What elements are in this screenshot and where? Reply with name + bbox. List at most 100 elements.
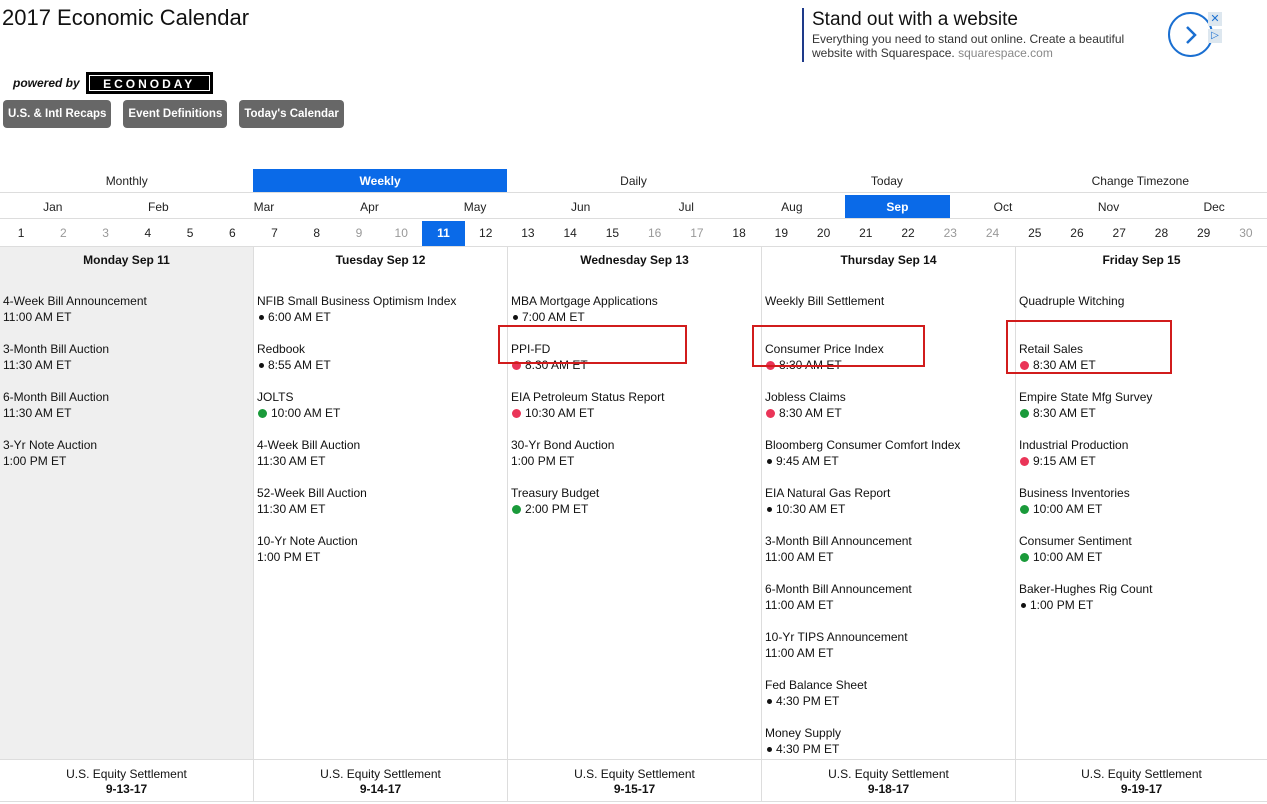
calendar-event[interactable]: Industrial Production 9:15 AM ET: [1018, 437, 1265, 485]
day-12[interactable]: 12: [479, 226, 493, 240]
tab-monthly[interactable]: Monthly: [105, 174, 148, 188]
day-26[interactable]: 26: [1070, 226, 1084, 240]
day-11[interactable]: 11: [422, 221, 465, 246]
todays-calendar-button[interactable]: Today's Calendar: [239, 100, 344, 128]
day-21[interactable]: 21: [859, 226, 873, 240]
calendar-event[interactable]: Treasury Budget 2:00 PM ET: [510, 485, 759, 533]
day-4[interactable]: 4: [144, 226, 152, 240]
day-24[interactable]: 24: [985, 226, 1000, 240]
event-name[interactable]: MBA Mortgage Applications: [511, 294, 658, 308]
calendar-event[interactable]: Consumer Sentiment 10:00 AM ET: [1018, 533, 1265, 581]
month-apr[interactable]: Apr: [360, 200, 379, 214]
ad-title[interactable]: Stand out with a website: [812, 9, 1018, 30]
calendar-event[interactable]: 52-Week Bill Auction 11:30 AM ET: [256, 485, 505, 533]
event-name[interactable]: Jobless Claims: [765, 390, 846, 404]
recaps-button[interactable]: U.S. & Intl Recaps: [3, 100, 112, 128]
event-name[interactable]: Fed Balance Sheet: [765, 678, 868, 692]
day-5[interactable]: 5: [186, 226, 194, 240]
calendar-event[interactable]: Bloomberg Consumer Comfort Index 9:45 AM …: [764, 437, 1013, 485]
event-name[interactable]: Bloomberg Consumer Comfort Index: [765, 438, 961, 452]
event-name[interactable]: Baker-Hughes Rig Count: [1019, 582, 1153, 596]
day-17[interactable]: 17: [690, 226, 704, 240]
day-9[interactable]: 9: [355, 226, 363, 240]
event-name[interactable]: 10-Yr TIPS Announcement: [765, 630, 908, 644]
day-19[interactable]: 19: [774, 226, 789, 240]
calendar-event[interactable]: 10-Yr TIPS Announcement 11:00 AM ET: [764, 629, 1013, 677]
event-name[interactable]: Industrial Production: [1019, 438, 1129, 452]
day-23[interactable]: 23: [943, 226, 957, 240]
ad-arrow-button[interactable]: [1168, 12, 1213, 57]
event-name[interactable]: 6-Month Bill Auction: [3, 390, 110, 404]
calendar-event[interactable]: Fed Balance Sheet 4:30 PM ET: [764, 677, 1013, 725]
footer-label[interactable]: U.S. Equity Settlement: [574, 767, 695, 781]
calendar-event[interactable]: 10-Yr Note Auction 1:00 PM ET: [256, 533, 505, 581]
calendar-event[interactable]: NFIB Small Business Optimism Index 6:00 A…: [256, 293, 505, 341]
event-name[interactable]: 52-Week Bill Auction: [257, 486, 367, 500]
event-name[interactable]: 4-Week Bill Announcement: [3, 294, 147, 308]
day-29[interactable]: 29: [1197, 226, 1211, 240]
day-13[interactable]: 13: [521, 226, 535, 240]
day-16[interactable]: 16: [647, 226, 662, 240]
calendar-event[interactable]: 4-Week Bill Auction 11:30 AM ET: [256, 437, 505, 485]
event-name[interactable]: Quadruple Witching: [1019, 294, 1125, 308]
day-30[interactable]: 30: [1239, 226, 1253, 240]
footer-label[interactable]: U.S. Equity Settlement: [66, 767, 187, 781]
day-2[interactable]: 2: [60, 226, 67, 240]
day-20[interactable]: 20: [816, 226, 831, 240]
event-name[interactable]: EIA Natural Gas Report: [765, 486, 891, 500]
calendar-event[interactable]: Business Inventories 10:00 AM ET: [1018, 485, 1265, 533]
day-25[interactable]: 25: [1028, 226, 1042, 240]
footer-label[interactable]: U.S. Equity Settlement: [1081, 767, 1202, 781]
day-14[interactable]: 14: [563, 226, 577, 240]
month-nov[interactable]: Nov: [1097, 200, 1120, 214]
event-name[interactable]: JOLTS: [257, 390, 294, 404]
calendar-event[interactable]: Redbook 8:55 AM ET: [256, 341, 505, 389]
event-name[interactable]: 3-Month Bill Announcement: [765, 534, 912, 548]
day-18[interactable]: 18: [732, 226, 746, 240]
calendar-event[interactable]: 6-Month Bill Auction 11:30 AM ET: [2, 389, 251, 437]
calendar-event[interactable]: 6-Month Bill Announcement 11:00 AM ET: [764, 581, 1013, 629]
ad-info-icon[interactable]: ▷: [1208, 29, 1222, 43]
calendar-event[interactable]: Baker-Hughes Rig Count 1:00 PM ET: [1018, 581, 1265, 629]
event-definitions-button[interactable]: Event Definitions: [123, 100, 228, 128]
month-sep[interactable]: Sep: [844, 195, 951, 218]
ad-domain[interactable]: squarespace.com: [958, 46, 1053, 60]
day-6[interactable]: 6: [228, 226, 236, 240]
calendar-event[interactable]: PPI-FD 8:30 AM ET: [498, 325, 759, 389]
month-jan[interactable]: Jan: [43, 200, 63, 214]
month-jul[interactable]: Jul: [678, 200, 694, 214]
calendar-event[interactable]: 3-Month Bill Auction 11:30 AM ET: [2, 341, 251, 389]
event-name[interactable]: 4-Week Bill Auction: [257, 438, 361, 452]
event-name[interactable]: 3-Yr Note Auction: [3, 438, 98, 452]
footer-label[interactable]: U.S. Equity Settlement: [320, 767, 441, 781]
event-name[interactable]: NFIB Small Business Optimism Index: [257, 294, 457, 308]
calendar-event[interactable]: 30-Yr Bond Auction 1:00 PM ET: [510, 437, 759, 485]
day-27[interactable]: 27: [1112, 226, 1126, 240]
month-feb[interactable]: Feb: [148, 200, 169, 214]
calendar-event[interactable]: MBA Mortgage Applications 7:00 AM ET: [510, 293, 759, 341]
month-jun[interactable]: Jun: [571, 200, 591, 214]
calendar-event[interactable]: Retail Sales 8:30 AM ET: [1006, 320, 1265, 389]
calendar-event[interactable]: Empire State Mfg Survey 8:30 AM ET: [1018, 389, 1265, 437]
calendar-event[interactable]: Quadruple Witching: [1018, 293, 1265, 341]
ad-banner[interactable]: Stand out with a website Everything you …: [802, 8, 1222, 62]
calendar-event[interactable]: 4-Week Bill Announcement 11:00 AM ET: [2, 293, 251, 341]
month-mar[interactable]: Mar: [253, 200, 275, 214]
day-8[interactable]: 8: [313, 226, 321, 240]
calendar-event[interactable]: Weekly Bill Settlement: [764, 293, 1013, 341]
tab-change-timezone[interactable]: Change Timezone: [1091, 174, 1190, 188]
footer-label[interactable]: U.S. Equity Settlement: [828, 767, 949, 781]
tab-today[interactable]: Today: [870, 174, 903, 188]
calendar-event[interactable]: JOLTS 10:00 AM ET: [256, 389, 505, 437]
day-3[interactable]: 3: [102, 226, 109, 240]
event-name[interactable]: Treasury Budget: [511, 486, 600, 500]
event-name[interactable]: 10-Yr Note Auction: [257, 534, 358, 548]
month-aug[interactable]: Aug: [781, 200, 803, 214]
econoday-logo[interactable]: ECONODAY: [85, 72, 213, 94]
day-10[interactable]: 10: [394, 226, 408, 240]
day-15[interactable]: 15: [605, 226, 620, 240]
calendar-event[interactable]: Jobless Claims 8:30 AM ET: [764, 389, 1013, 437]
event-name[interactable]: Empire State Mfg Survey: [1019, 390, 1153, 404]
day-28[interactable]: 28: [1154, 226, 1169, 240]
calendar-event[interactable]: Money Supply 4:30 PM ET: [764, 725, 1013, 773]
